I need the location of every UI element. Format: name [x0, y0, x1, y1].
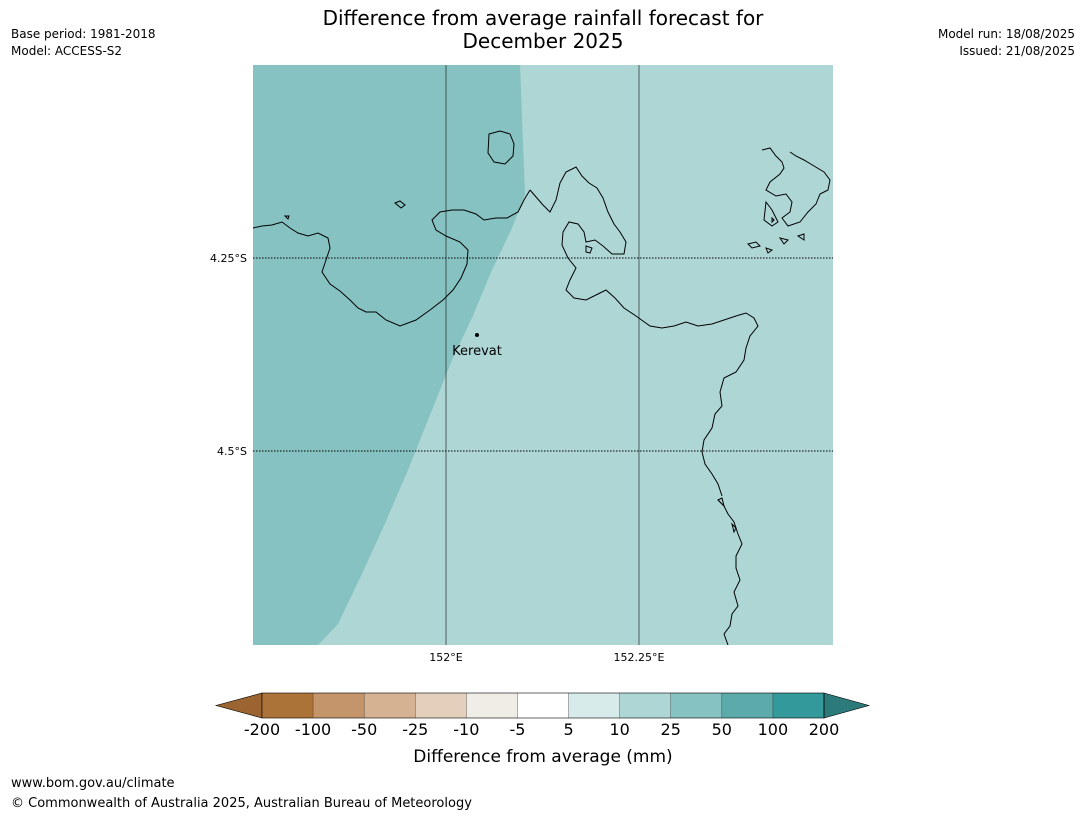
colorbar-tick-label: -50	[351, 720, 377, 739]
footer-url: www.bom.gov.au/climate	[11, 776, 175, 791]
coastline-west	[253, 189, 531, 327]
colorbar-tick-label: -10	[453, 720, 479, 739]
coastline-island-north	[487, 130, 515, 165]
graticule	[253, 65, 833, 645]
coastline-inner-islet	[585, 245, 593, 254]
colorbar-segment	[262, 693, 314, 718]
colorbar-segments	[214, 692, 871, 719]
colorbar-tick-label: 10	[609, 720, 629, 739]
coastline-east	[717, 499, 743, 645]
lat-label-4-25: 4.25°S	[210, 252, 247, 265]
colorbar-tick-label: -5	[509, 720, 525, 739]
coastline-east-islet	[717, 497, 737, 534]
colorbar-tick-label: 100	[758, 720, 789, 739]
colorbar-title: Difference from average (mm)	[413, 747, 672, 767]
colorbar-segment	[568, 693, 620, 718]
colorbar-tick-label: -25	[402, 720, 428, 739]
coastline-duke-of-york	[747, 147, 831, 254]
coastline-islet-2	[283, 215, 290, 220]
colorbar-tick-label: 50	[712, 720, 732, 739]
colorbar-segment	[517, 693, 569, 718]
colorbar-tick-labels: -200 -100 -50 -25 -10 -5 5 10 25 50 100 200	[244, 720, 839, 739]
colorbar-tick-label: -100	[295, 720, 331, 739]
colorbar-segment	[364, 693, 416, 718]
colorbar-segment	[772, 693, 824, 718]
kerevat-label: Kerevat	[452, 344, 502, 359]
lon-label-152-25: 152.25°E	[614, 651, 665, 664]
meta-left: Base period: 1981-2018 Model: ACCESS-S2	[11, 26, 156, 60]
page-title: Difference from average rainfall forecas…	[243, 7, 843, 53]
title-line-1: Difference from average rainfall forecas…	[322, 6, 764, 30]
colorbar-tick-label: -200	[244, 720, 280, 739]
model-text: Model: ACCESS-S2	[11, 44, 123, 58]
lat-label-4-5: 4.5°S	[217, 445, 247, 458]
issued-text: Issued: 21/08/2025	[959, 44, 1075, 58]
colorbar: -200 -100 -50 -25 -10 -5 5 10 25 50 100 200 Differe…	[214, 692, 871, 767]
kerevat-marker	[475, 333, 479, 337]
colorbar-tick-label: 25	[661, 720, 681, 739]
colorbar-frame	[261, 692, 825, 719]
meta-right: Model run: 18/08/2025 Issued: 21/08/2025	[938, 26, 1075, 60]
colorbar-segment	[670, 693, 722, 718]
model-run-text: Model run: 18/08/2025	[937, 27, 1075, 41]
colorbar-tick-label: 5	[563, 720, 573, 739]
lon-label-152: 152°E	[429, 651, 462, 664]
coastline-islet	[394, 200, 406, 209]
base-period-text: Base period: 1981-2018	[11, 27, 156, 41]
colorbar-segment	[466, 693, 518, 718]
colorbar-extend-low	[214, 692, 263, 719]
map-panel: Kerevat	[253, 65, 833, 645]
footer-copyright: © Commonwealth of Australia 2025, Austra…	[11, 796, 472, 811]
colorbar-segment	[415, 693, 467, 718]
colorbar-segment	[313, 693, 365, 718]
coastline-peninsula-north	[529, 166, 759, 497]
footer: www.bom.gov.au/climate © Commonwealth of…	[11, 774, 472, 814]
title-line-2: December 2025	[462, 29, 624, 53]
colorbar-extend-high	[823, 692, 871, 719]
coastline	[253, 130, 831, 645]
colorbar-segment	[619, 693, 671, 718]
colorbar-segment	[721, 693, 773, 718]
colorbar-tick-label: 200	[809, 720, 840, 739]
